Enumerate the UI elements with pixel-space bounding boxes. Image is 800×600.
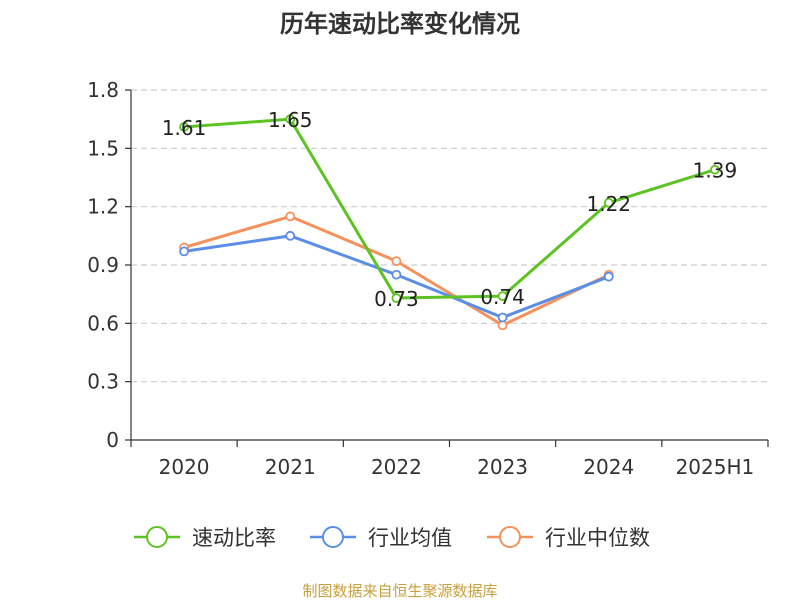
chart-title: 历年速动比率变化情况 (280, 10, 520, 38)
legend-swatch-marker (322, 526, 344, 548)
data-labels: 1.61 1.65 0.73 0.74 1.22 1.39 (162, 108, 737, 311)
data-point (179, 122, 189, 132)
data-label: 1.39 (693, 159, 738, 183)
data-point (497, 320, 508, 331)
data-point (285, 211, 296, 222)
x-tick-label: 2022 (371, 455, 422, 479)
x-tick-label: 2025H1 (676, 455, 755, 479)
series-line (183, 117, 716, 300)
y-tick-label: 0.6 (87, 311, 119, 335)
data-point (179, 246, 189, 257)
axes: 0 0.3 0.6 0.9 1.2 1.5 1.8 2020 2021 2022 2023 2024 2… (87, 78, 769, 479)
data-point (497, 291, 508, 302)
x-tick-label: 2021 (265, 455, 316, 479)
data-point (391, 269, 402, 280)
legend-label: 行业均值 (368, 526, 452, 550)
series-1 (179, 230, 614, 323)
data-label: 1.22 (586, 192, 631, 216)
data-point (497, 312, 508, 323)
data-point (391, 293, 402, 303)
series-0 (179, 114, 720, 303)
legend-item-1[interactable]: 行业均值 (310, 526, 452, 550)
gridlines (131, 89, 768, 383)
legend: 速动比率 行业均值 行业中位数 (134, 526, 650, 550)
legend-swatch-marker (499, 526, 521, 548)
series-lines (179, 114, 720, 331)
data-point (603, 197, 614, 208)
y-tick-label: 0 (106, 428, 119, 452)
x-tick-label: 2020 (159, 455, 210, 479)
y-tick-label: 1.8 (87, 78, 119, 102)
data-point (285, 114, 296, 125)
source-note: 制图数据来自恒生聚源数据库 (302, 582, 497, 600)
data-label: 0.74 (480, 285, 525, 309)
y-tick-label: 0.9 (87, 253, 119, 277)
data-point (603, 271, 614, 282)
x-tick-label: 2024 (583, 455, 634, 479)
legend-item-2[interactable]: 行业中位数 (487, 526, 650, 550)
x-tick-label: 2023 (477, 455, 528, 479)
y-tick-label: 0.3 (87, 370, 119, 394)
legend-label: 行业中位数 (545, 526, 650, 550)
data-label: 1.65 (268, 108, 313, 132)
data-point (285, 230, 296, 241)
legend-label: 速动比率 (192, 526, 276, 550)
legend-item-0[interactable]: 速动比率 (134, 526, 276, 550)
data-label: 1.61 (162, 116, 207, 140)
data-point (710, 164, 720, 175)
data-point (391, 256, 402, 267)
legend-swatch-marker (146, 526, 168, 548)
y-tick-label: 1.2 (87, 195, 119, 219)
data-label: 0.73 (374, 287, 419, 311)
y-tick-label: 1.5 (87, 136, 119, 160)
